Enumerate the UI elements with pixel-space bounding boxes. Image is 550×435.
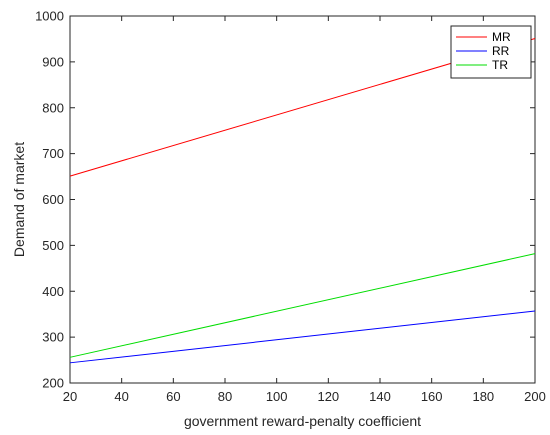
x-tick-label: 60 bbox=[166, 389, 180, 404]
x-axis-label: government reward-penalty coefficient bbox=[184, 413, 421, 429]
series-line-tr bbox=[69, 253, 536, 358]
y-tick-label: 700 bbox=[42, 146, 64, 161]
x-tick-label: 200 bbox=[524, 389, 546, 404]
y-axis-ticks: 200 300 400 500 600 700 800 900 1000 bbox=[35, 9, 535, 391]
legend-box bbox=[450, 25, 532, 79]
x-tick-label: 160 bbox=[421, 389, 443, 404]
y-tick-label: 200 bbox=[42, 376, 64, 391]
legend-label: RR bbox=[492, 44, 510, 58]
x-tick-label: 40 bbox=[114, 389, 128, 404]
x-tick-label: 120 bbox=[317, 389, 339, 404]
y-tick-label: 400 bbox=[42, 284, 64, 299]
y-axis-label: Demand of market bbox=[11, 142, 27, 257]
y-tick-label: 800 bbox=[42, 100, 64, 115]
x-tick-label: 180 bbox=[472, 389, 494, 404]
series-line-rr bbox=[69, 310, 536, 364]
x-tick-label: 80 bbox=[218, 389, 232, 404]
x-axis-ticks: 20 40 60 80 100 120 140 160 180 200 bbox=[63, 16, 546, 404]
x-tick-label: 20 bbox=[63, 389, 77, 404]
legend-label: MR bbox=[492, 30, 511, 44]
y-tick-label: 500 bbox=[42, 238, 64, 253]
y-tick-label: 600 bbox=[42, 192, 64, 207]
x-tick-label: 140 bbox=[369, 389, 391, 404]
y-tick-label: 300 bbox=[42, 330, 64, 345]
y-tick-label: 1000 bbox=[35, 9, 64, 24]
x-tick-label: 100 bbox=[266, 389, 288, 404]
legend-label: TR bbox=[492, 58, 508, 72]
y-tick-label: 900 bbox=[42, 54, 64, 69]
